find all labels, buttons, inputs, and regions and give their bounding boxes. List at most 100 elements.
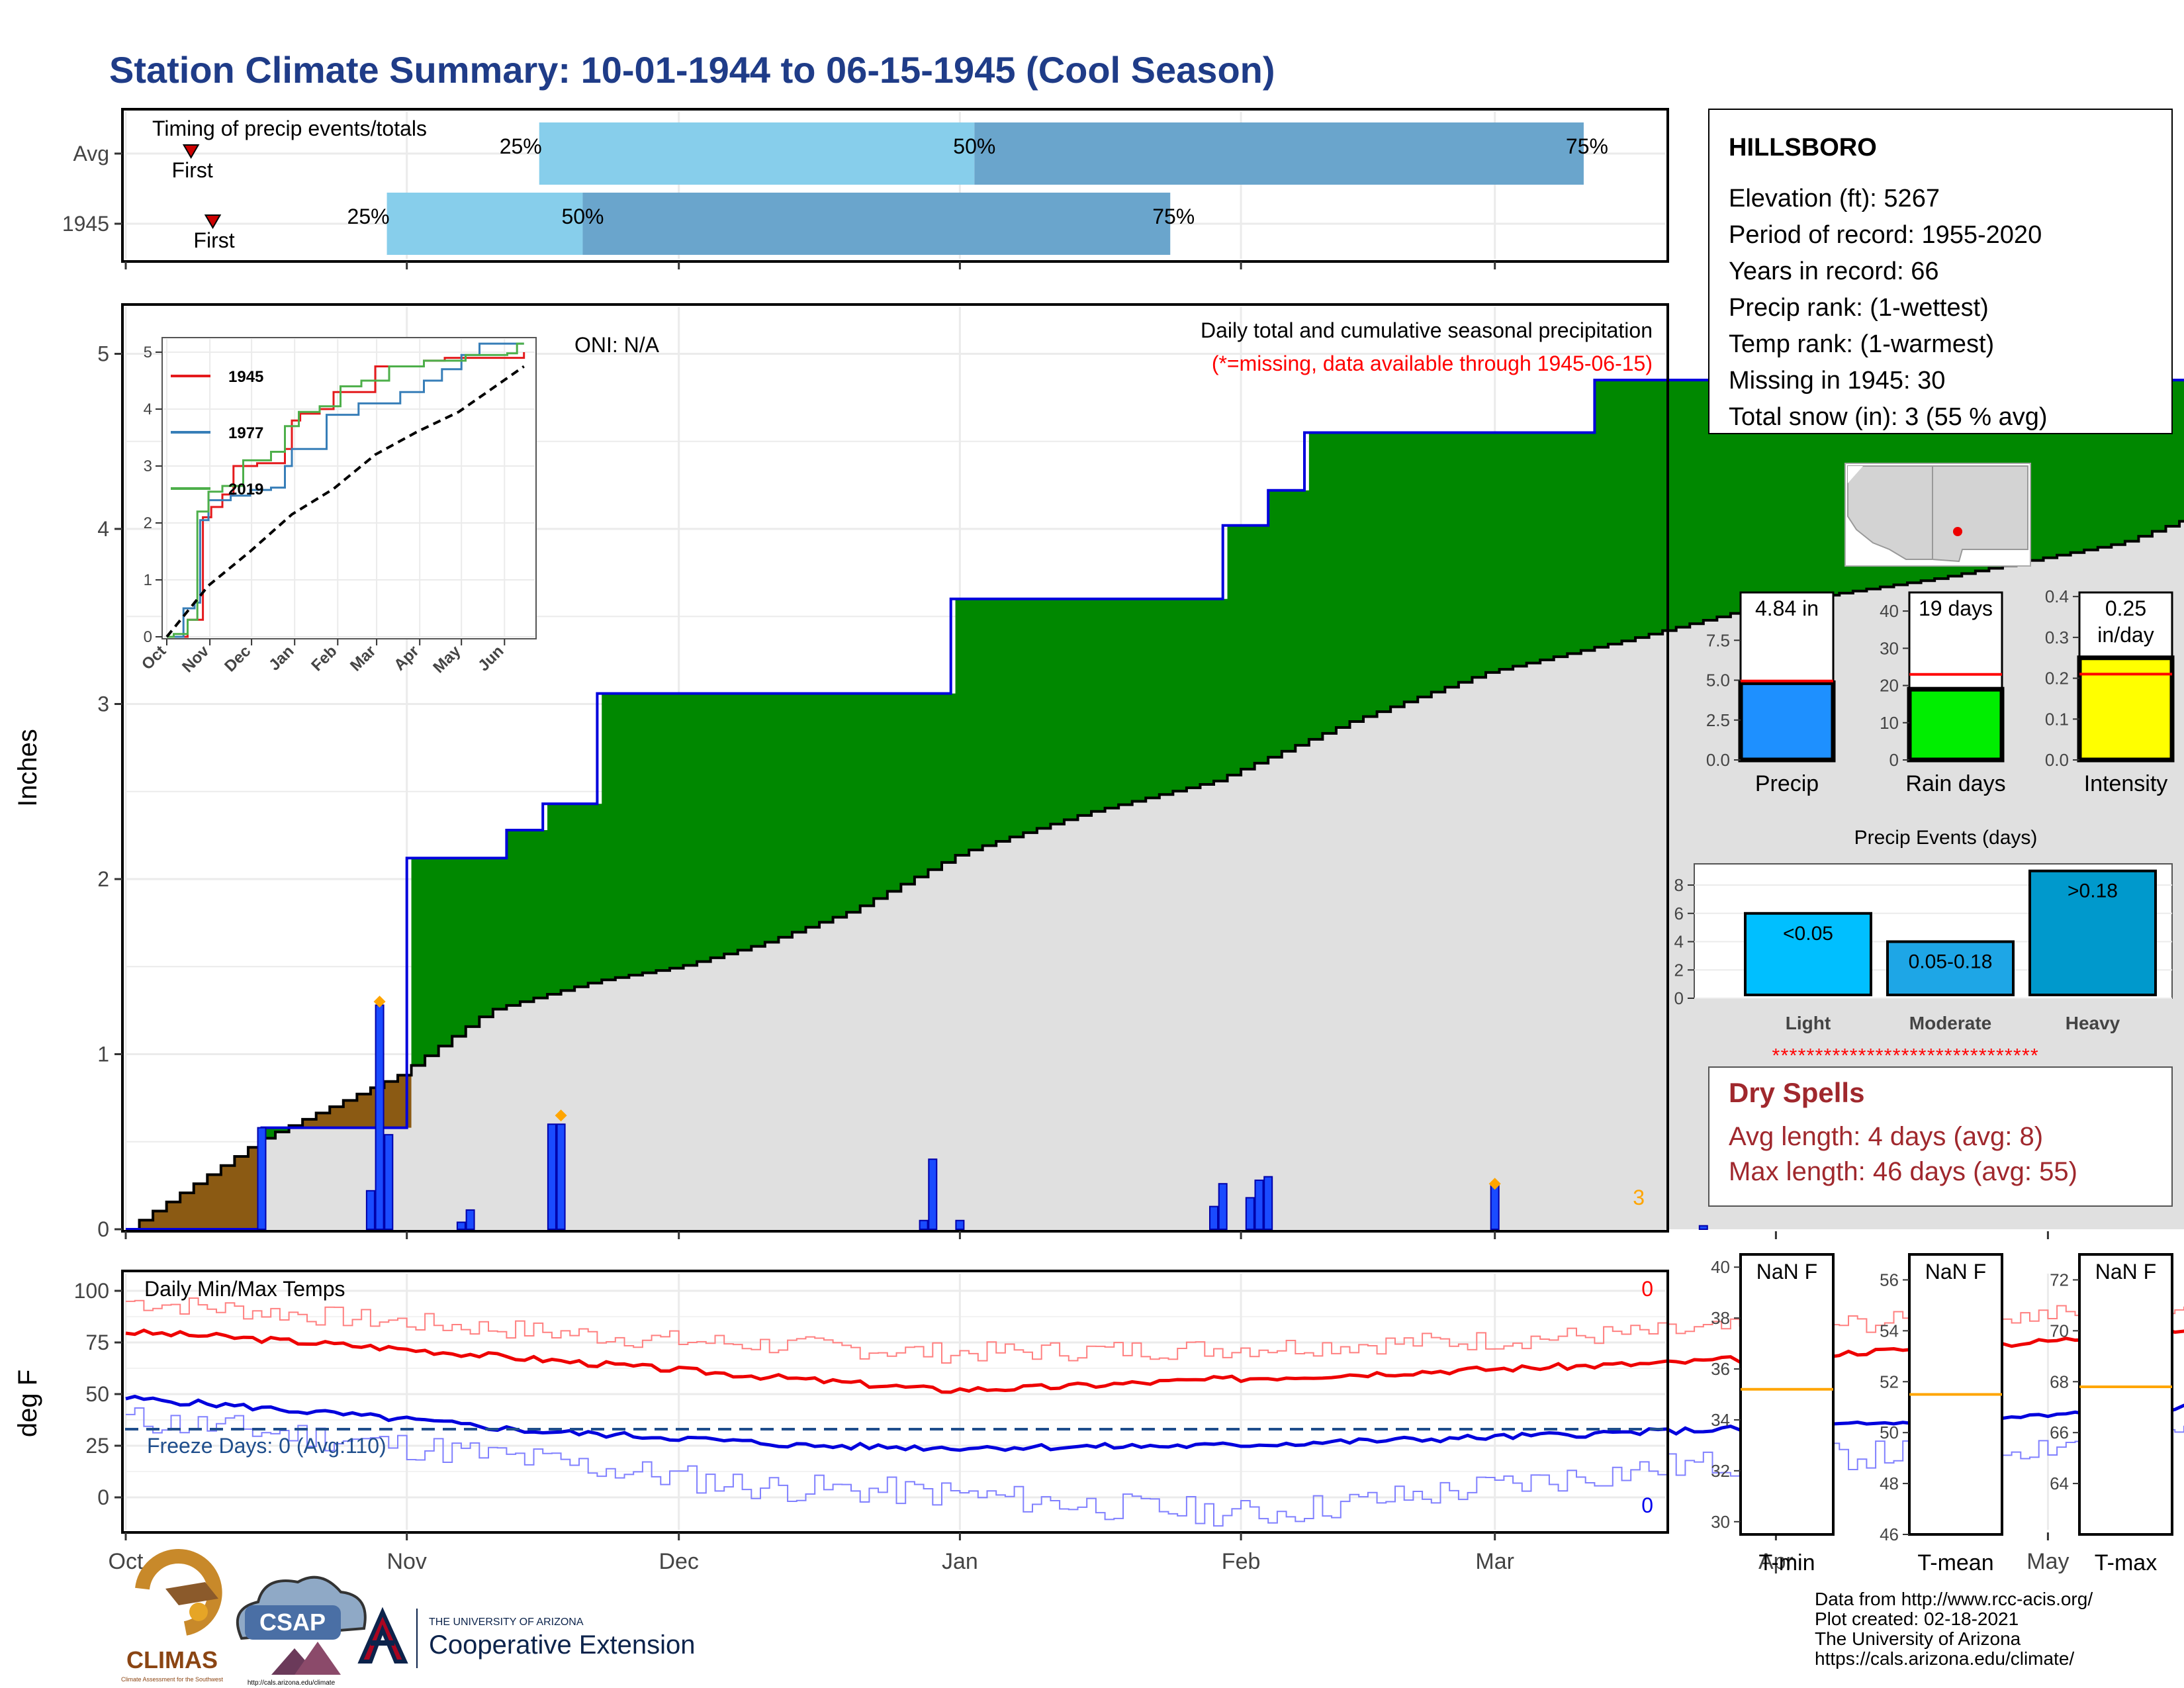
extreme-min-line — [126, 1407, 2184, 1527]
events-ytick-label: 8 — [1674, 875, 1684, 895]
precip-events-chart: Precip Events (days) <0.05 Light 0.05-0.18… — [1674, 827, 2173, 1033]
missing-marker: * — [1936, 1045, 1944, 1067]
summary-ytick-label: 0.3 — [2045, 628, 2069, 647]
csap-text: CSAP — [259, 1609, 326, 1636]
station-info-line: Precip rank: (1-wettest) — [1729, 294, 1989, 322]
timing-p25-label: 25% — [500, 134, 542, 158]
first-event-marker — [204, 214, 222, 229]
summary-bar-charts: 4.84 in 0.0 2.5 5.0 7.5 Precip 19 days 0 10 20 30 4… — [1706, 586, 2175, 796]
events-ytick-label: 2 — [1674, 960, 1684, 980]
temp-summary-category: T-min — [1759, 1550, 1815, 1575]
ua-small-text: THE UNIVERSITY OF ARIZONA — [429, 1617, 584, 1628]
events-bar-label: >0.18 — [2068, 880, 2118, 902]
timing-p75-label: 75% — [1566, 134, 1608, 158]
daily-precip-bar — [955, 1219, 965, 1231]
missing-marker: * — [1841, 1045, 1849, 1067]
dry-spells-title: Dry Spells — [1729, 1077, 1864, 1108]
avg-max-line — [125, 1327, 2184, 1394]
temp-summary-ytick-label: 36 — [1711, 1359, 1730, 1379]
climatology-line — [126, 520, 2184, 1231]
missing-marker: * — [1970, 1045, 1978, 1067]
summary-value-part: in/day — [2097, 623, 2154, 647]
inset-legend-label: 1977 — [228, 424, 263, 442]
station-location-dot — [1953, 527, 1962, 536]
precip-ytick-label: 4 — [97, 517, 109, 541]
summary-ytick-label: 30 — [1880, 638, 1899, 658]
daily-precip-bar — [384, 1134, 394, 1231]
missing-marker: * — [1884, 1045, 1892, 1067]
daily-precip-bar — [1698, 1225, 1708, 1230]
events-bar-label: <0.05 — [1783, 923, 1833, 945]
temp-ytick-label: 50 — [85, 1382, 109, 1406]
timing-label: Timing of precip events/totals — [152, 117, 427, 140]
station-info-line: Missing in 1945: 30 — [1729, 367, 1945, 395]
missing-marker: * — [1815, 1045, 1823, 1067]
temp-summary-ytick-label: 38 — [1711, 1308, 1730, 1328]
events-bar — [1744, 912, 1872, 996]
summary-category-label: Intensity — [2084, 771, 2168, 796]
summary-ytick-label: 5.0 — [1706, 671, 1730, 690]
temp-xtick-label: Oct — [109, 1549, 144, 1574]
extreme-max-line — [126, 1297, 2184, 1364]
temp-ytick-label: 25 — [85, 1434, 109, 1458]
temp-summary-ytick-label: 32 — [1711, 1461, 1730, 1481]
precip-ytick-label: 3 — [97, 692, 109, 716]
snow-marker — [555, 1109, 567, 1122]
events-ytick-label: 4 — [1674, 932, 1684, 952]
daily-precip-bar — [365, 1190, 375, 1231]
climas-logo: CLIMAS Climate Assessment for the Southw… — [121, 1549, 224, 1683]
timing-p75-label: 75% — [1152, 205, 1195, 228]
missing-marker: * — [1987, 1045, 1995, 1067]
station-info-line: Period of record: 1955-2020 — [1729, 221, 2042, 249]
precip-ytick-label: 0 — [97, 1217, 109, 1241]
events-bar-label: 0.05-0.18 — [1909, 951, 1993, 973]
summary-ytick-label: 0.0 — [1706, 750, 1730, 770]
summary-ytick-label: 20 — [1880, 676, 1899, 696]
station-info-line: Elevation (ft): 5267 — [1729, 185, 1940, 212]
ua-extension-text: Cooperative Extension — [429, 1630, 695, 1660]
temp-ytick-label: 100 — [74, 1279, 109, 1303]
summary-ytick-label: 0.1 — [2045, 709, 2069, 729]
temp-xtick-label: May — [2026, 1549, 2069, 1574]
inset-ytick-label: 3 — [144, 457, 152, 475]
precip-ytick-label: 2 — [97, 867, 109, 891]
summary-value-label: 4.84 in — [1755, 596, 1819, 620]
summary-category-label: Rain days — [1905, 771, 2005, 796]
temp-xtick-label: Apr — [1758, 1549, 1794, 1574]
temp-summary-ytick-label: 66 — [2050, 1423, 2069, 1442]
station-info-line: Temp rank: (1-warmest) — [1729, 330, 1994, 358]
missing-marker: * — [1996, 1045, 2004, 1067]
inset-legend-label: 2019 — [228, 481, 263, 498]
temp-summary-value: NaN F — [1756, 1260, 1817, 1284]
summary-ytick-label: 2.5 — [1706, 710, 1730, 730]
temp-panel: 0255075100OctNovDecJanFebMarAprMayJun Da… — [13, 1270, 2184, 1574]
daily-precip-bar — [1245, 1197, 1255, 1231]
daily-precip-bar — [928, 1158, 938, 1230]
timing-row-label: 1945 — [62, 212, 109, 236]
temp-summary-frame — [1739, 1253, 1835, 1536]
climatology-area — [126, 521, 2184, 1229]
missing-marker: * — [1910, 1045, 1918, 1067]
temp-summary-value: NaN F — [2095, 1260, 2156, 1284]
missing-marker: * — [1824, 1045, 1832, 1067]
precip-ytick-label: 5 — [97, 342, 109, 366]
university-arizona-logo: THE UNIVERSITY OF ARIZONA Cooperative Ex… — [357, 1607, 695, 1668]
temp-summary-ytick-label: 52 — [1880, 1372, 1899, 1391]
timing-row-label: Avg — [73, 142, 109, 165]
events-category-label: Light — [1786, 1013, 1831, 1033]
temp-summary-ytick-label: 46 — [1880, 1524, 1899, 1544]
temp-ytick-label: 75 — [85, 1331, 109, 1354]
missing-marker: * — [2005, 1045, 2013, 1067]
summary-category-label: Precip — [1755, 771, 1819, 796]
svg-text:Climate Assessment for the Sou: Climate Assessment for the Southwest — [121, 1676, 224, 1683]
summary-ytick-label: 0.0 — [2045, 750, 2069, 770]
inset-ytick-label: 0 — [144, 628, 152, 646]
timing-p50-label: 50% — [953, 134, 995, 158]
temp-summary-ytick-label: 64 — [2050, 1474, 2069, 1493]
timing-p50-label: 50% — [561, 205, 604, 228]
temp-summary-value: NaN F — [1925, 1260, 1986, 1284]
station-info-line: Total snow (in): 3 (55 % avg) — [1729, 403, 2048, 431]
summary-ytick-label: 7.5 — [1706, 630, 1730, 650]
